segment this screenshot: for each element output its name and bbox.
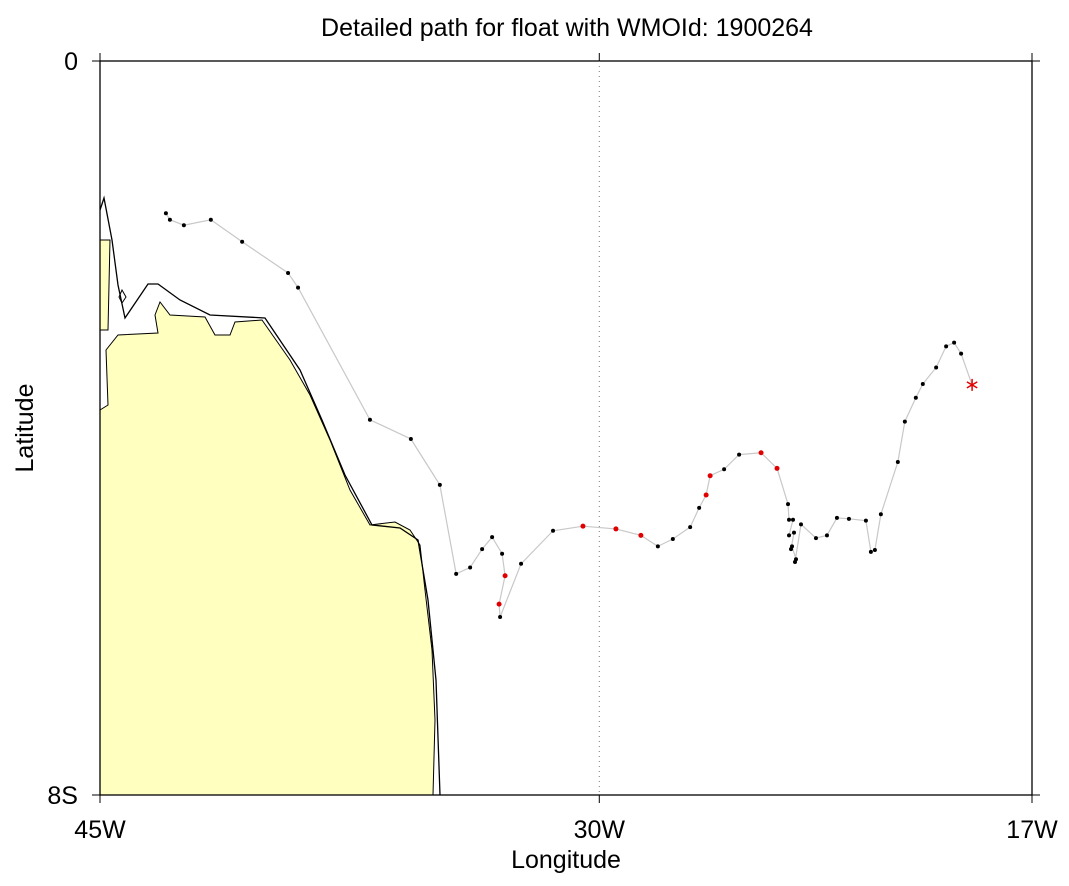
float-position <box>703 492 709 498</box>
float-position <box>408 437 413 442</box>
float-position <box>846 516 851 521</box>
float-position <box>878 512 883 517</box>
float-position <box>798 522 803 527</box>
float-position <box>181 223 186 228</box>
float-position <box>824 533 829 538</box>
float-position <box>500 551 505 556</box>
last-position <box>966 378 978 391</box>
float-position <box>480 547 485 552</box>
float-position <box>437 482 442 487</box>
float-position <box>793 559 798 564</box>
float-position <box>952 340 957 345</box>
float-position <box>787 533 792 538</box>
float-position <box>786 502 791 507</box>
land <box>99 239 111 331</box>
x-tick-label: 30W <box>574 816 626 844</box>
float-position <box>791 517 796 522</box>
float-position <box>580 523 586 529</box>
float-position <box>638 532 644 538</box>
float-position <box>863 518 868 523</box>
float-position <box>163 211 168 216</box>
float-position <box>502 573 508 579</box>
float-position <box>296 285 301 290</box>
float-position <box>454 571 459 576</box>
float-position <box>959 351 964 356</box>
land <box>99 300 436 796</box>
float-position <box>902 419 907 424</box>
chart-title: Detailed path for float with WMOId: 1900… <box>321 14 813 42</box>
float-position <box>240 239 245 244</box>
coastline <box>118 288 127 304</box>
float-position <box>551 528 556 533</box>
x-tick-label: 17W <box>1006 816 1058 844</box>
float-position <box>286 270 291 275</box>
coastline <box>99 195 441 796</box>
x-tick-label: 45W <box>74 816 126 844</box>
float-position <box>367 417 372 422</box>
float-position <box>167 217 172 222</box>
float-position <box>496 601 502 607</box>
float-position <box>920 381 925 386</box>
float-position <box>868 549 873 554</box>
float-position <box>774 465 780 471</box>
float-position <box>722 467 727 472</box>
float-position <box>834 515 839 520</box>
float-position <box>813 536 818 541</box>
float-position <box>670 537 675 542</box>
float-position <box>208 217 213 222</box>
float-position <box>944 344 949 349</box>
float-position <box>490 535 495 540</box>
float-position <box>934 365 939 370</box>
float-position <box>758 450 764 456</box>
y-tick-label: 0 <box>64 48 78 76</box>
float-position <box>519 561 524 566</box>
y-tick-label: 8S <box>47 782 78 810</box>
float-position <box>792 530 797 535</box>
star-stroke <box>966 381 978 389</box>
float-position <box>613 526 619 532</box>
y-axis-label: Latitude <box>11 384 39 473</box>
float-position <box>790 544 795 549</box>
float-position <box>468 565 473 570</box>
x-axis-label: Longitude <box>511 846 621 874</box>
float-position <box>655 544 660 549</box>
float-position <box>872 548 877 553</box>
float-position <box>895 459 900 464</box>
track-line <box>165 212 973 618</box>
float-position <box>688 525 693 530</box>
plot-frame <box>99 60 1033 796</box>
float-position <box>787 517 792 522</box>
float-position <box>737 452 742 457</box>
float-position <box>697 505 702 510</box>
float-position <box>707 473 713 479</box>
float-position <box>913 395 918 400</box>
float-position <box>498 615 503 620</box>
